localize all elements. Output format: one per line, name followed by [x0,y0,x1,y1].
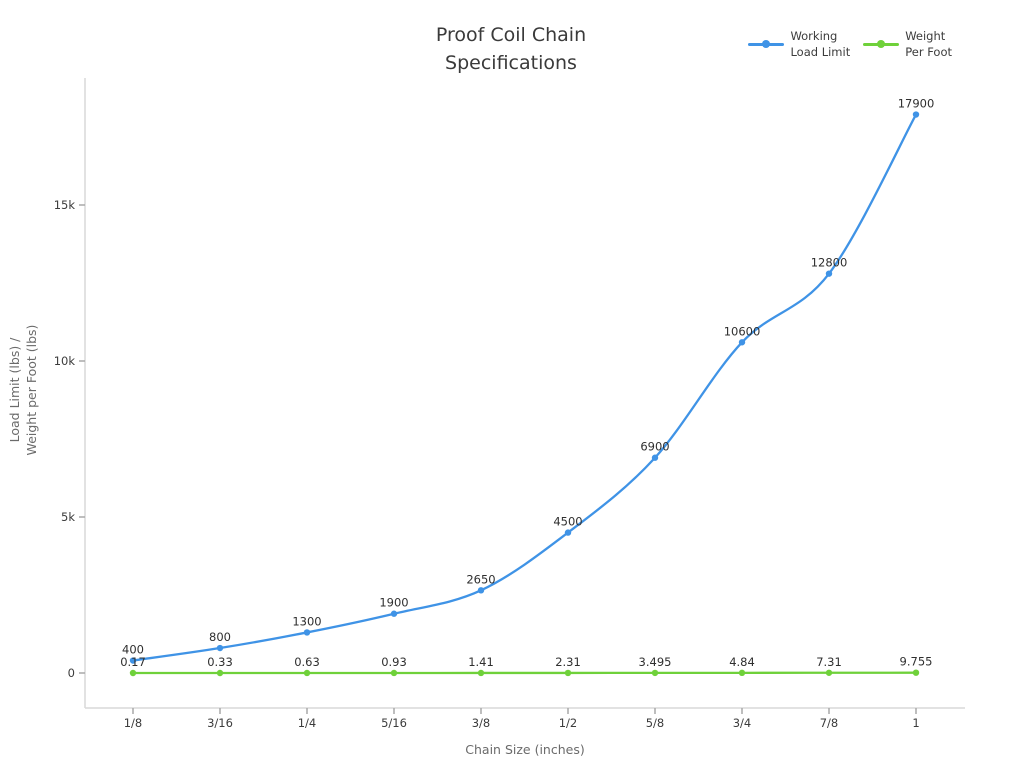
legend-swatch-weight-per-foot [863,39,900,49]
data-point-marker [651,454,659,461]
x-tick-label: 3/8 [472,716,491,730]
y-tick-label: 15k [54,198,76,212]
x-tick-label: 3/16 [207,716,233,730]
x-tick-label: 7/8 [820,716,839,730]
dot-marker-icon [877,40,886,48]
data-point-label: 10600 [724,324,761,338]
legend-item-label: Working Load Limit [790,29,851,59]
data-point-marker [477,587,485,594]
data-point-marker [390,610,398,617]
data-point-label: 3.495 [639,655,672,669]
y-tick-label: 0 [68,666,75,680]
data-point-marker [564,529,572,536]
data-point-label: 0.93 [381,655,407,669]
x-tick-label: 1/2 [559,716,578,730]
data-point-label: 800 [209,630,231,644]
data-point-label: 6900 [640,440,669,454]
data-point-label: 0.17 [120,655,146,669]
data-point-marker [477,669,485,677]
data-point-marker [564,669,572,677]
data-point-label: 1300 [292,614,321,628]
data-point-marker [129,669,137,677]
legend: Working Load Limit Weight Per Foot [748,28,952,60]
data-point-label: 1.41 [468,655,494,669]
data-point-marker [129,657,137,664]
data-point-label: 7.31 [816,655,842,669]
data-point-label: 1900 [379,596,408,610]
data-point-marker [216,644,224,652]
data-point-label: 0.33 [207,655,233,669]
data-point-marker [738,669,746,677]
x-tick-label: 5/8 [646,716,665,730]
data-point-marker [825,669,833,676]
data-point-marker [912,111,920,118]
data-point-label: 12800 [811,256,848,270]
x-tick-label: 5/16 [381,716,407,730]
dot-marker-icon [762,40,771,48]
x-tick-label: 1/4 [298,716,317,730]
data-point-label: 17900 [898,97,935,111]
data-point-label: 2.31 [555,655,581,669]
data-point-marker [303,669,311,677]
legend-item-label: Weight Per Foot [905,29,952,59]
data-point-marker [825,270,833,277]
legend-item-working-load-limit[interactable]: Working Load Limit [748,28,850,60]
x-tick-label: 1 [912,716,919,730]
legend-swatch-working-load-limit [748,39,785,49]
y-tick-label: 5k [61,510,75,524]
legend-item-weight-per-foot[interactable]: Weight Per Foot [863,28,952,60]
data-point-marker [651,669,659,677]
data-point-label: 0.63 [294,655,320,669]
data-point-marker [390,669,398,677]
data-point-label: 2650 [466,572,495,586]
data-point-label: 4.84 [729,655,755,669]
series-line [131,113,918,662]
x-tick-label: 3/4 [733,716,752,730]
chart-title: Proof Coil Chain Specifications [435,24,587,74]
data-point-label: 4500 [553,515,582,529]
data-point-marker [216,669,224,677]
data-point-marker [303,629,311,636]
data-point-label: 400 [122,643,144,657]
data-point-marker [912,669,920,676]
x-axis-label: Chain Size (inches) [465,742,585,757]
x-tick-label: 1/8 [124,716,143,730]
data-point-marker [738,339,746,346]
y-tick-label: 10k [54,354,76,368]
data-point-label: 9.755 [900,655,933,669]
